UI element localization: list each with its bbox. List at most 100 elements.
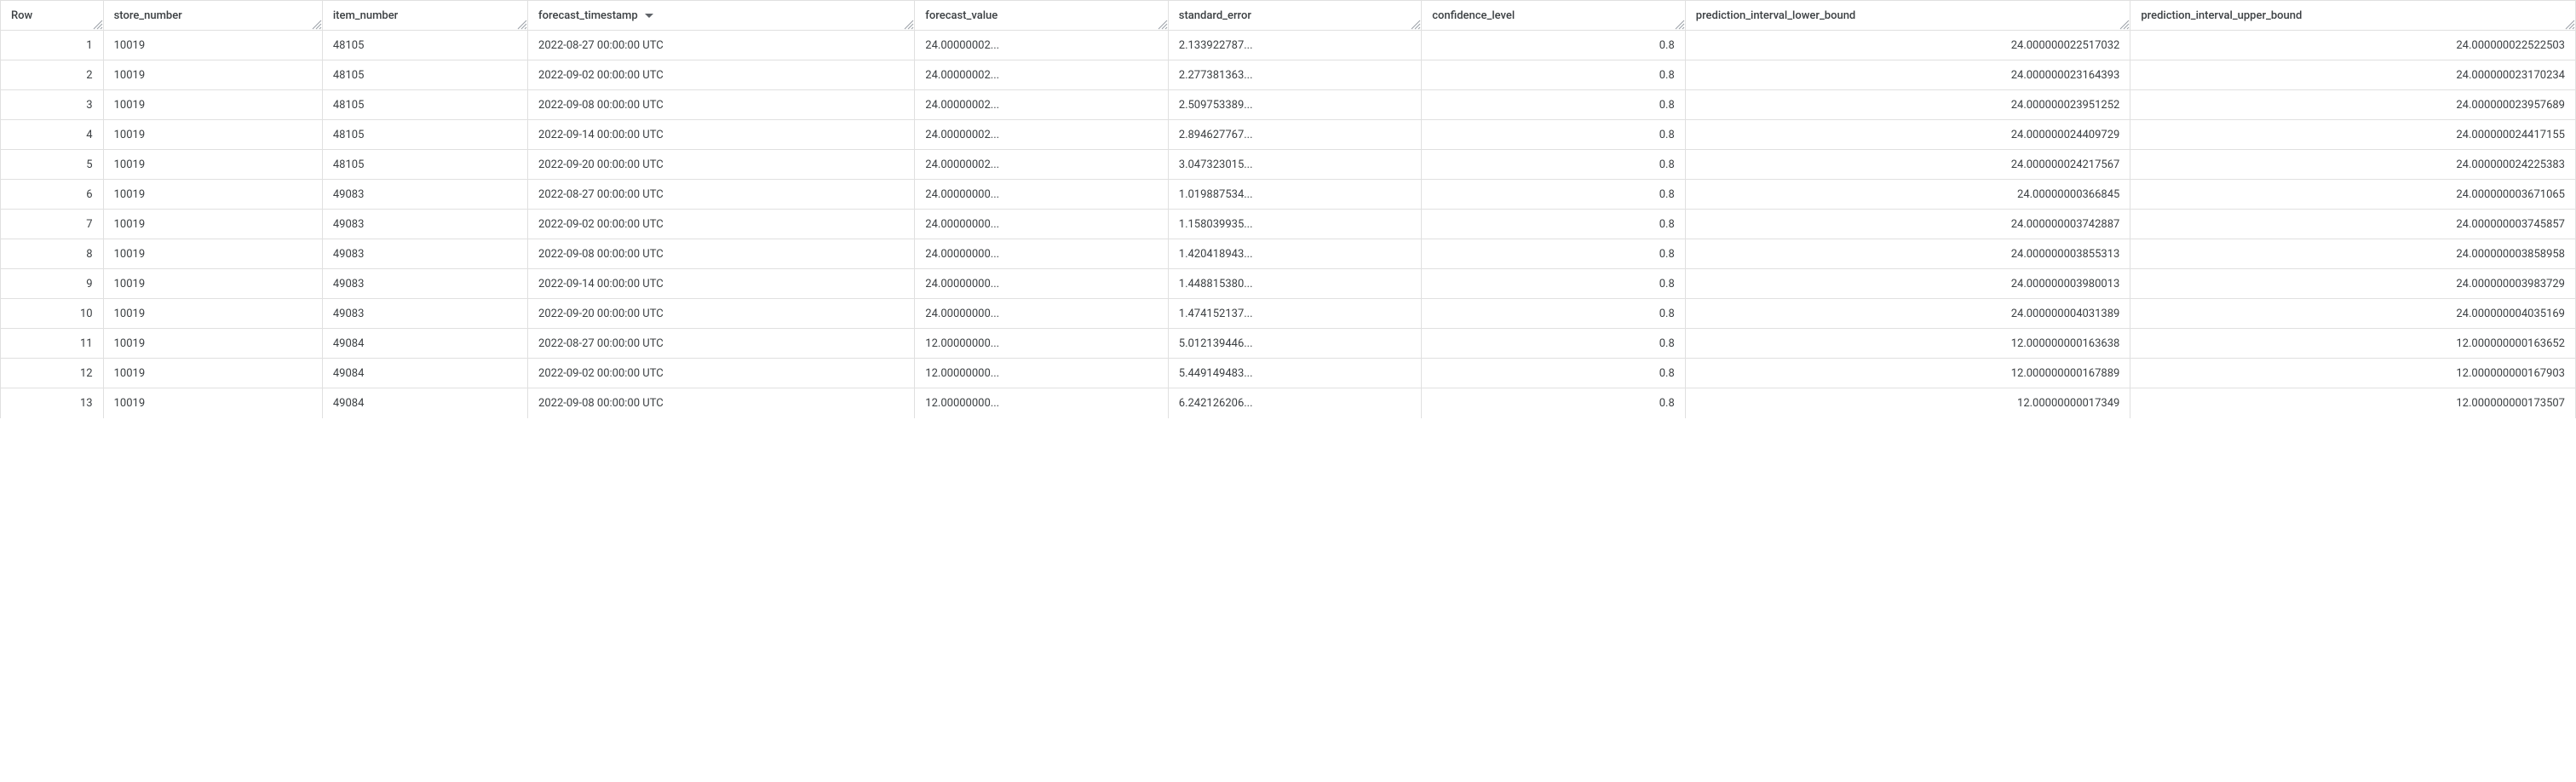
column-header-store_number[interactable]: store_number (103, 1, 322, 31)
column-header-prediction_interval_upper_bound[interactable]: prediction_interval_upper_bound (2130, 1, 2576, 31)
cell-item_number: 48105 (322, 150, 527, 180)
column-label: forecast_value (925, 9, 998, 22)
cell-store_number: 10019 (103, 388, 322, 418)
cell-prediction_interval_lower_bound: 24.000000023951252 (1685, 90, 2130, 120)
table-row[interactable]: 1310019490842022-09-08 00:00:00 UTC12.00… (1, 388, 2576, 418)
cell-standard_error: 6.242126206... (1168, 388, 1421, 418)
resize-handle-icon[interactable] (1411, 20, 1421, 30)
cell-item_number: 48105 (322, 60, 527, 90)
cell-prediction_interval_lower_bound: 24.000000003742887 (1685, 210, 2130, 239)
header-content: prediction_interval_upper_bound (2141, 9, 2565, 22)
cell-row: 6 (1, 180, 104, 210)
column-label: store_number (114, 9, 182, 22)
cell-forecast_value: 24.00000002... (915, 31, 1168, 60)
resize-handle-icon[interactable] (1158, 20, 1168, 30)
cell-standard_error: 1.474152137... (1168, 299, 1421, 329)
cell-forecast_value: 24.00000000... (915, 299, 1168, 329)
header-row: Row store_number item_number forecast_times… (1, 1, 2576, 31)
resize-handle-icon[interactable] (1675, 20, 1685, 30)
cell-prediction_interval_lower_bound: 24.00000000366845 (1685, 180, 2130, 210)
cell-row: 3 (1, 90, 104, 120)
cell-forecast_timestamp: 2022-08-27 00:00:00 UTC (528, 31, 915, 60)
cell-prediction_interval_upper_bound: 24.000000022522503 (2130, 31, 2576, 60)
cell-prediction_interval_upper_bound: 24.000000003983729 (2130, 269, 2576, 299)
resize-handle-icon[interactable] (517, 20, 527, 30)
table-row[interactable]: 410019481052022-09-14 00:00:00 UTC24.000… (1, 120, 2576, 150)
column-label: prediction_interval_upper_bound (2141, 9, 2302, 22)
table-row[interactable]: 1210019490842022-09-02 00:00:00 UTC12.00… (1, 359, 2576, 388)
column-header-standard_error[interactable]: standard_error (1168, 1, 1421, 31)
cell-store_number: 10019 (103, 329, 322, 359)
cell-standard_error: 5.012139446... (1168, 329, 1421, 359)
column-header-forecast_timestamp[interactable]: forecast_timestamp (528, 1, 915, 31)
column-header-forecast_value[interactable]: forecast_value (915, 1, 1168, 31)
cell-forecast_timestamp: 2022-09-20 00:00:00 UTC (528, 299, 915, 329)
header-content: item_number (333, 9, 517, 22)
cell-prediction_interval_lower_bound: 24.000000003980013 (1685, 269, 2130, 299)
table-row[interactable]: 510019481052022-09-20 00:00:00 UTC24.000… (1, 150, 2576, 180)
header-content: standard_error (1179, 9, 1411, 22)
cell-confidence_level: 0.8 (1422, 239, 1686, 269)
cell-standard_error: 2.509753389... (1168, 90, 1421, 120)
column-header-prediction_interval_lower_bound[interactable]: prediction_interval_lower_bound (1685, 1, 2130, 31)
resize-handle-icon[interactable] (2565, 20, 2575, 30)
header-content: confidence_level (1432, 9, 1675, 22)
cell-prediction_interval_upper_bound: 24.000000023170234 (2130, 60, 2576, 90)
results-table-container: Row store_number item_number forecast_times… (0, 0, 2576, 418)
header-content: forecast_value (925, 9, 1157, 22)
cell-confidence_level: 0.8 (1422, 299, 1686, 329)
header-content: prediction_interval_lower_bound (1696, 9, 2120, 22)
sort-descending-icon (645, 14, 653, 18)
column-header-confidence_level[interactable]: confidence_level (1422, 1, 1686, 31)
cell-standard_error: 1.019887534... (1168, 180, 1421, 210)
table-row[interactable]: 1110019490842022-08-27 00:00:00 UTC12.00… (1, 329, 2576, 359)
table-row[interactable]: 910019490832022-09-14 00:00:00 UTC24.000… (1, 269, 2576, 299)
table-row[interactable]: 810019490832022-09-08 00:00:00 UTC24.000… (1, 239, 2576, 269)
table-row[interactable]: 310019481052022-09-08 00:00:00 UTC24.000… (1, 90, 2576, 120)
cell-forecast_timestamp: 2022-09-20 00:00:00 UTC (528, 150, 915, 180)
cell-prediction_interval_lower_bound: 12.00000000017349 (1685, 388, 2130, 418)
cell-forecast_timestamp: 2022-08-27 00:00:00 UTC (528, 180, 915, 210)
cell-forecast_value: 12.00000000... (915, 329, 1168, 359)
cell-store_number: 10019 (103, 210, 322, 239)
cell-store_number: 10019 (103, 180, 322, 210)
table-row[interactable]: 210019481052022-09-02 00:00:00 UTC24.000… (1, 60, 2576, 90)
results-table: Row store_number item_number forecast_times… (0, 0, 2576, 418)
cell-confidence_level: 0.8 (1422, 120, 1686, 150)
cell-forecast_timestamp: 2022-09-02 00:00:00 UTC (528, 359, 915, 388)
cell-forecast_value: 24.00000002... (915, 120, 1168, 150)
cell-forecast_value: 24.00000000... (915, 180, 1168, 210)
table-row[interactable]: 1010019490832022-09-20 00:00:00 UTC24.00… (1, 299, 2576, 329)
cell-item_number: 49083 (322, 299, 527, 329)
table-row[interactable]: 610019490832022-08-27 00:00:00 UTC24.000… (1, 180, 2576, 210)
cell-store_number: 10019 (103, 120, 322, 150)
cell-row: 8 (1, 239, 104, 269)
cell-item_number: 49084 (322, 329, 527, 359)
resize-handle-icon[interactable] (904, 20, 914, 30)
cell-store_number: 10019 (103, 359, 322, 388)
cell-forecast_timestamp: 2022-09-02 00:00:00 UTC (528, 210, 915, 239)
cell-item_number: 49084 (322, 359, 527, 388)
cell-confidence_level: 0.8 (1422, 60, 1686, 90)
cell-prediction_interval_upper_bound: 24.000000003745857 (2130, 210, 2576, 239)
table-body: 110019481052022-08-27 00:00:00 UTC24.000… (1, 31, 2576, 418)
cell-prediction_interval_lower_bound: 12.000000000167889 (1685, 359, 2130, 388)
cell-item_number: 48105 (322, 90, 527, 120)
column-header-item_number[interactable]: item_number (322, 1, 527, 31)
cell-store_number: 10019 (103, 31, 322, 60)
column-header-row[interactable]: Row (1, 1, 104, 31)
resize-handle-icon[interactable] (312, 20, 322, 30)
cell-prediction_interval_upper_bound: 24.000000003671065 (2130, 180, 2576, 210)
cell-forecast_value: 24.00000000... (915, 239, 1168, 269)
column-label: forecast_timestamp (538, 9, 638, 22)
cell-standard_error: 2.894627767... (1168, 120, 1421, 150)
cell-standard_error: 3.047323015... (1168, 150, 1421, 180)
table-row[interactable]: 110019481052022-08-27 00:00:00 UTC24.000… (1, 31, 2576, 60)
resize-handle-icon[interactable] (93, 20, 103, 30)
table-row[interactable]: 710019490832022-09-02 00:00:00 UTC24.000… (1, 210, 2576, 239)
cell-prediction_interval_upper_bound: 24.000000003858958 (2130, 239, 2576, 269)
cell-item_number: 49083 (322, 210, 527, 239)
cell-prediction_interval_upper_bound: 24.000000023957689 (2130, 90, 2576, 120)
resize-handle-icon[interactable] (2119, 20, 2130, 30)
cell-store_number: 10019 (103, 150, 322, 180)
